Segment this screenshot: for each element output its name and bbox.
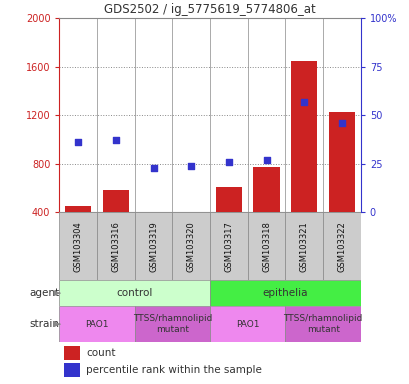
Text: agent: agent <box>29 288 59 298</box>
Bar <box>97 212 135 280</box>
Text: PAO1: PAO1 <box>85 319 109 329</box>
Text: GSM103318: GSM103318 <box>261 221 270 271</box>
Bar <box>285 306 360 342</box>
Text: GSM103316: GSM103316 <box>111 221 120 271</box>
Bar <box>63 363 80 377</box>
Text: TTSS/rhamnolipid
mutant: TTSS/rhamnolipid mutant <box>283 314 362 334</box>
Text: GSM103304: GSM103304 <box>74 221 83 271</box>
Point <box>225 159 231 165</box>
Text: strain: strain <box>29 319 59 329</box>
Point <box>338 120 344 126</box>
Title: GDS2502 / ig_5775619_5774806_at: GDS2502 / ig_5775619_5774806_at <box>104 3 315 16</box>
Text: GSM103320: GSM103320 <box>187 221 196 271</box>
Bar <box>59 212 97 280</box>
Bar <box>103 190 129 261</box>
Bar <box>322 212 360 280</box>
Bar <box>328 111 354 261</box>
Point <box>263 157 269 163</box>
Text: control: control <box>116 288 153 298</box>
Point <box>150 164 157 170</box>
Bar <box>215 187 242 261</box>
Bar <box>172 212 209 280</box>
Text: GSM103319: GSM103319 <box>149 221 158 271</box>
Bar <box>285 212 322 280</box>
Text: percentile rank within the sample: percentile rank within the sample <box>86 365 261 375</box>
Text: GSM103321: GSM103321 <box>299 221 308 271</box>
Point <box>300 99 307 105</box>
Bar <box>210 212 247 280</box>
Bar <box>135 306 209 342</box>
Text: GSM103317: GSM103317 <box>224 221 233 271</box>
Point <box>188 162 194 169</box>
Bar <box>59 280 210 306</box>
Bar <box>210 306 285 342</box>
Text: epithelia: epithelia <box>262 288 308 298</box>
Text: count: count <box>86 348 115 358</box>
Text: GSM103322: GSM103322 <box>337 221 346 271</box>
Bar <box>59 306 135 342</box>
Point <box>75 139 81 146</box>
Bar <box>135 212 172 280</box>
Bar <box>140 221 166 261</box>
Bar <box>63 346 80 360</box>
Bar <box>247 212 285 280</box>
Bar <box>290 61 317 261</box>
Point <box>112 137 119 144</box>
Text: TTSS/rhamnolipid
mutant: TTSS/rhamnolipid mutant <box>133 314 211 334</box>
Bar <box>253 167 279 261</box>
Text: PAO1: PAO1 <box>236 319 259 329</box>
Bar <box>65 206 91 261</box>
Bar <box>210 280 360 306</box>
Bar <box>178 221 204 261</box>
